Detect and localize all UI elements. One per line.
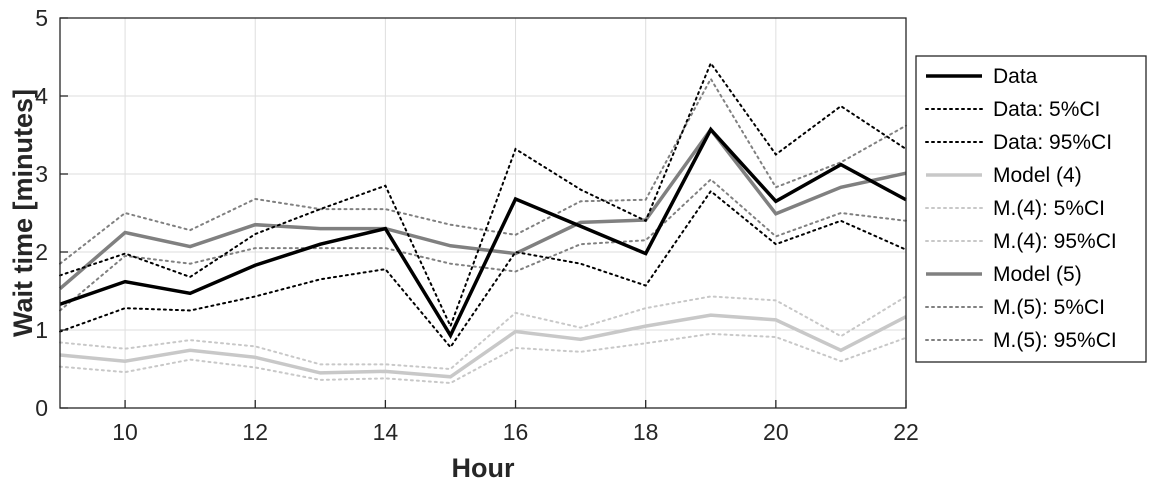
y-tick-label: 4 (35, 83, 48, 109)
legend-label: Data (993, 65, 1038, 88)
y-tick-label: 1 (35, 317, 48, 343)
series-line-model-5 (58, 126, 907, 290)
legend-box (915, 55, 1147, 363)
plot-frame (59, 17, 907, 409)
legend-label: Data: 95%CI (993, 131, 1112, 154)
series-lines (58, 61, 907, 385)
x-tick-label: 10 (112, 419, 138, 445)
legend-label: Model (5) (993, 263, 1082, 286)
series-line-data (59, 126, 907, 340)
y-tick-label: 5 (35, 5, 48, 31)
series-line-model-4 (59, 313, 907, 379)
x-tick-label: 18 (633, 419, 659, 445)
series-line-data-95-ci (59, 61, 907, 329)
y-tick-label: 2 (35, 239, 48, 265)
legend-label: M.(5): 5%CI (993, 296, 1105, 319)
y-tick-label: 3 (35, 161, 48, 187)
series-line-m-5-5-ci (59, 178, 907, 312)
legend-label: Data: 5%CI (993, 98, 1100, 121)
legend-label: M.(4): 5%CI (993, 197, 1105, 220)
x-tick-label: 12 (242, 419, 268, 445)
legend-label: M.(5): 95%CI (993, 329, 1117, 352)
x-axis-title: Hour (452, 453, 515, 483)
series-line-m-5-95-ci (59, 76, 907, 265)
series-line-m-4-95-ci (59, 295, 907, 371)
series-line-data-5-ci (59, 189, 907, 349)
legend-label: M.(4): 95%CI (993, 230, 1117, 253)
x-tick-label: 22 (893, 419, 919, 445)
x-tick-label: 14 (373, 419, 399, 445)
y-axis-title: Wait time [minutes] (8, 89, 38, 337)
legend-label: Model (4) (993, 164, 1082, 187)
plot-area (60, 18, 906, 408)
y-tick-label: 0 (35, 395, 48, 421)
x-tick-label: 16 (503, 419, 529, 445)
legend: Data Data: 5%CI Data: 95%CI Model (4) M.(4):… (915, 55, 1147, 363)
x-tick-label: 20 (763, 419, 789, 445)
